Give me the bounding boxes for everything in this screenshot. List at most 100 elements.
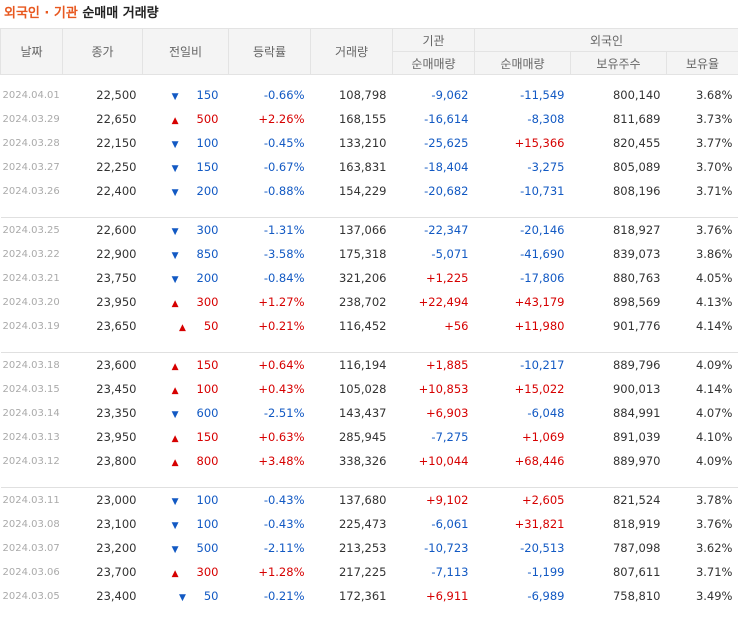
inst-net-cell: -7,275 (431, 430, 469, 444)
inst-net-cell: -6,061 (431, 517, 469, 531)
inst-net-cell: -20,682 (424, 184, 469, 198)
date-cell: 2024.03.12 (2, 455, 60, 467)
change-cell: ▼ 100 (143, 488, 229, 512)
table-row: 2024.03.22 22,900 ▼ 850 -3.58% 175,318 -5,071 -… (1, 242, 738, 266)
change-value: 200 (196, 184, 219, 198)
date-cell: 2024.03.27 (2, 161, 60, 173)
rate-cell: -0.43% (263, 493, 305, 507)
change-value: 850 (196, 247, 219, 261)
change-value: 200 (196, 271, 219, 285)
up-arrow-icon: ▲ (171, 458, 179, 468)
up-arrow-icon: ▲ (171, 434, 179, 444)
rate-cell: +0.63% (258, 430, 305, 444)
foreign-net-cell: +15,366 (514, 136, 565, 150)
foreign-net-cell: -20,513 (520, 541, 565, 555)
separator-cell (0, 487, 738, 488)
foreign-net-cell: +2,605 (521, 493, 565, 507)
close-cell: 22,650 (96, 112, 137, 126)
change-value: 50 (203, 589, 219, 603)
table-row: 2024.03.28 22,150 ▼ 100 -0.45% 133,210 -25,625… (1, 131, 738, 155)
close-cell: 23,650 (96, 319, 137, 333)
foreign-net-cell: -11,549 (520, 88, 565, 102)
foreign-hold-cell: 880,763 (612, 271, 661, 285)
volume-cell: 154,229 (338, 184, 387, 198)
date-cell: 2024.04.01 (2, 89, 60, 101)
inst-net-cell: -18,404 (424, 160, 469, 174)
table-row: 2024.03.25 22,600 ▼ 300 -1.31% 137,066 -22,347… (1, 218, 738, 242)
change-value: 300 (196, 565, 219, 579)
foreign-ratio-cell: 3.49% (695, 589, 733, 603)
foreign-hold-cell: 884,991 (612, 406, 661, 420)
foreign-net-cell: -10,731 (520, 184, 565, 198)
change-cell: ▼ 150 (143, 83, 229, 107)
volume-cell: 238,702 (338, 295, 387, 309)
date-cell: 2024.03.28 (2, 137, 60, 149)
change-cell: ▼ 600 (143, 401, 229, 425)
change-value: 50 (203, 319, 219, 333)
change-value: 100 (196, 493, 219, 507)
close-cell: 23,450 (96, 382, 137, 396)
rate-cell: -0.67% (263, 160, 305, 174)
date-cell: 2024.03.20 (2, 296, 60, 308)
volume-cell: 143,437 (338, 406, 387, 420)
close-cell: 22,500 (96, 88, 137, 102)
up-arrow-icon: ▲ (171, 569, 179, 579)
close-cell: 23,350 (96, 406, 137, 420)
foreign-net-cell: -10,217 (520, 358, 565, 372)
foreign-net-cell: -3,275 (527, 160, 565, 174)
close-cell: 22,250 (96, 160, 137, 174)
header-volume: 거래량 (310, 28, 393, 75)
rate-cell: -1.31% (263, 223, 305, 237)
table-row: 2024.03.05 23,400 ▼ 50 -0.21% 172,361 +6,911 -6… (1, 584, 738, 608)
rate-cell: +0.21% (258, 319, 305, 333)
change-value: 150 (196, 160, 219, 174)
change-value: 500 (196, 112, 219, 126)
close-cell: 22,400 (96, 184, 137, 198)
volume-cell: 172,361 (338, 589, 387, 603)
foreign-ratio-cell: 4.07% (695, 406, 733, 420)
row-separator (0, 217, 738, 218)
volume-cell: 137,680 (338, 493, 387, 507)
volume-cell: 116,452 (338, 319, 387, 333)
close-cell: 23,200 (96, 541, 137, 555)
foreign-net-cell: -8,308 (527, 112, 565, 126)
date-cell: 2024.03.08 (2, 518, 60, 530)
foreign-net-cell: +11,980 (514, 319, 565, 333)
down-arrow-icon: ▼ (171, 521, 179, 531)
header-foreign-net: 순매매량 (474, 51, 571, 75)
header-inst: 기관 (392, 28, 475, 52)
header-close: 종가 (62, 28, 143, 75)
foreign-ratio-cell: 3.76% (695, 517, 733, 531)
rate-cell: -3.58% (263, 247, 305, 261)
volume-cell: 137,066 (338, 223, 387, 237)
table-row: 2024.03.14 23,350 ▼ 600 -2.51% 143,437 +6,903 -… (1, 401, 738, 425)
volume-cell: 338,326 (338, 454, 387, 468)
change-cell: ▲ 150 (143, 353, 229, 377)
foreign-net-cell: -6,048 (527, 406, 565, 420)
inst-net-cell: +9,102 (425, 493, 469, 507)
table-row: 2024.03.07 23,200 ▼ 500 -2.11% 213,253 -10,723… (1, 536, 738, 560)
change-value: 300 (196, 223, 219, 237)
date-cell: 2024.03.19 (2, 320, 60, 332)
table-row: 2024.03.06 23,700 ▲ 300 +1.28% 217,225 -7,113 -… (1, 560, 738, 584)
down-arrow-icon: ▼ (171, 92, 179, 102)
foreign-hold-cell: 889,970 (612, 454, 661, 468)
table-row: 2024.03.18 23,600 ▲ 150 +0.64% 116,194 +1,885 -… (1, 353, 738, 377)
table-row: 2024.04.01 22,500 ▼ 150 -0.66% 108,798 -9,062 -… (1, 83, 738, 107)
header-inst-net: 순매매량 (392, 51, 475, 75)
down-arrow-icon: ▼ (171, 545, 179, 555)
change-cell: ▼ 500 (143, 536, 229, 560)
foreign-net-cell: -6,989 (527, 589, 565, 603)
row-gap (1, 473, 738, 488)
foreign-hold-cell: 900,013 (612, 382, 661, 396)
foreign-ratio-cell: 3.73% (695, 112, 733, 126)
table-row: 2024.03.26 22,400 ▼ 200 -0.88% 154,229 -20,682… (1, 179, 738, 203)
date-cell: 2024.03.18 (2, 359, 60, 371)
inst-net-cell: -10,723 (424, 541, 469, 555)
volume-cell: 108,798 (338, 88, 387, 102)
foreign-net-cell: -41,690 (520, 247, 565, 261)
down-arrow-icon: ▼ (178, 593, 186, 603)
change-cell: ▲ 150 (143, 425, 229, 449)
foreign-hold-cell: 891,039 (612, 430, 661, 444)
close-cell: 23,750 (96, 271, 137, 285)
